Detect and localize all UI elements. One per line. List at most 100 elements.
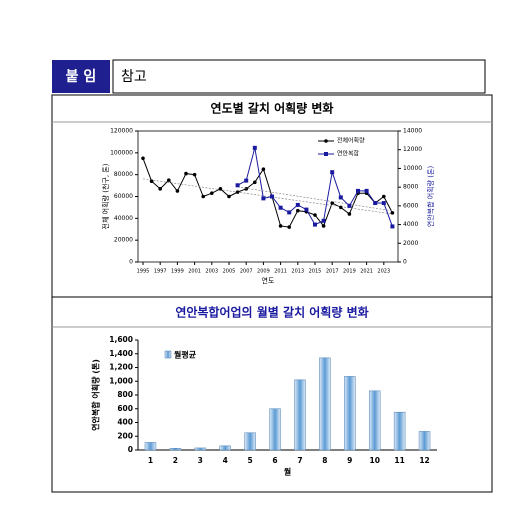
y-axis-label: 전체 어획량 (천구, 톤) [101, 163, 110, 229]
marker [235, 190, 240, 194]
legend-marker [324, 139, 328, 143]
marker [364, 188, 369, 193]
x-tick-label: 3 [198, 456, 203, 465]
frame [51, 94, 493, 493]
marker [167, 178, 171, 182]
x-tick-label: 2015 [309, 269, 322, 275]
y-tick-label: 1,000 [109, 376, 133, 385]
marker [382, 194, 386, 199]
x-tick-label: 2007 [240, 269, 253, 275]
marker [278, 205, 283, 210]
marker [141, 156, 145, 161]
bar [244, 432, 256, 451]
bar [344, 376, 356, 451]
bar [393, 411, 406, 451]
marker [261, 196, 266, 201]
legend-label: 전체어획량 [337, 137, 365, 145]
marker [210, 191, 214, 196]
marker [218, 187, 223, 191]
legend-label: 연안복합 [337, 150, 360, 158]
bar [418, 431, 431, 451]
legend-swatch [164, 350, 172, 359]
marker [339, 205, 343, 210]
y2-tick-label: 10000 [403, 165, 422, 172]
marker [201, 194, 205, 199]
trend-line [237, 186, 393, 212]
marker [261, 167, 266, 172]
x-tick-label: 2019 [343, 269, 356, 275]
y2-tick-label: 2000 [403, 240, 418, 247]
x-tick-label: 4 [223, 456, 228, 465]
marker [347, 203, 352, 208]
marker [287, 210, 292, 215]
x-tick-label: 1999 [171, 269, 184, 275]
x-tick-label: 10 [369, 456, 379, 465]
y2-tick-label: 6000 [403, 202, 418, 209]
header-label: 붙 임 [66, 69, 97, 85]
chart-title: 연안복합어업의 월별 갈치 어획량 변화 [175, 305, 368, 320]
marker [304, 207, 309, 212]
x-axis-label: 월 [284, 467, 291, 477]
marker [296, 208, 300, 213]
legend-marker [324, 152, 328, 156]
marker [192, 172, 197, 177]
x-tick-label: 8 [322, 456, 327, 465]
x-tick-label: 1995 [137, 269, 150, 275]
y-tick-label: 60000 [114, 193, 133, 200]
x-axis-label: 연도 [262, 277, 275, 285]
bar [219, 445, 231, 451]
marker [338, 195, 343, 200]
marker [381, 201, 386, 206]
x-tick-label: 2021 [360, 269, 373, 275]
marker [244, 187, 248, 191]
x-tick-label: 2009 [257, 269, 270, 275]
bar [169, 448, 182, 451]
x-tick-label: 2003 [205, 269, 218, 275]
marker [313, 222, 317, 227]
label-box [52, 60, 110, 93]
marker [390, 224, 395, 229]
y-tick-label: 1,200 [109, 363, 133, 372]
x-tick-label: 2013 [291, 269, 304, 275]
y2-tick-label: 4000 [403, 221, 418, 228]
y2-tick-label: 0 [403, 259, 407, 266]
x-tick-label: 2005 [223, 269, 236, 275]
y-tick-label: 600 [117, 404, 133, 413]
x-tick-label: 12 [419, 456, 429, 465]
y-tick-label: 0 [129, 259, 133, 266]
marker [278, 224, 283, 228]
marker [347, 212, 352, 216]
y-axis-label: 연안복합 어획량 (톤) [91, 359, 101, 431]
marker [149, 179, 154, 184]
marker [270, 194, 274, 199]
x-tick-label: 1 [148, 456, 153, 465]
y-tick-label: 20000 [114, 237, 133, 244]
x-tick-label: 5 [248, 456, 253, 465]
bar [319, 357, 331, 451]
marker [321, 224, 326, 228]
marker [253, 180, 257, 185]
marker [227, 194, 231, 199]
y2-axis-label: 연안복합 어획량 (톤) [426, 166, 435, 228]
bar [368, 390, 381, 451]
y-tick-label: 120000 [110, 128, 133, 135]
y-tick-label: 1,600 [109, 335, 133, 344]
chart-title: 연도별 갈치 어획량 변화 [211, 101, 334, 116]
x-tick-label: 2023 [377, 269, 390, 275]
bar [294, 379, 306, 451]
x-tick-label: 1997 [154, 269, 167, 275]
y-tick-label: 400 [117, 418, 133, 427]
x-tick-label: 2017 [326, 269, 339, 275]
y-tick-label: 800 [117, 390, 133, 399]
x-tick-label: 7 [297, 456, 302, 465]
marker [287, 225, 292, 229]
marker [330, 170, 335, 175]
y-tick-label: 80000 [114, 171, 133, 178]
y2-tick-label: 14000 [403, 128, 422, 135]
x-tick-label: 11 [394, 456, 404, 465]
y2-tick-label: 12000 [403, 146, 422, 153]
marker [356, 188, 360, 193]
x-tick-label: 9 [347, 456, 352, 465]
